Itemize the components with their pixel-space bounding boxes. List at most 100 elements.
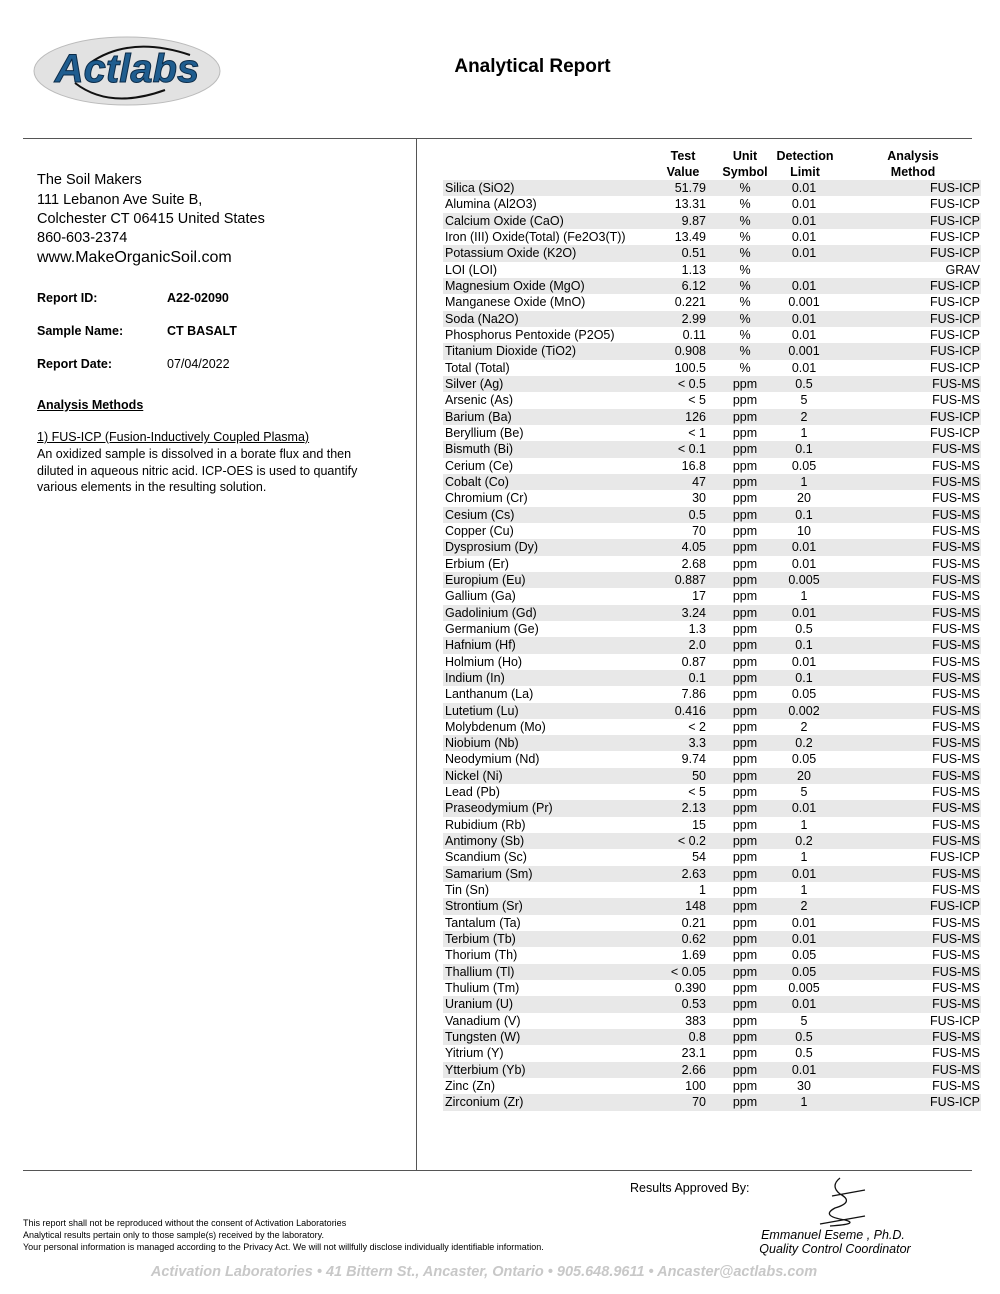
table-row: Zirconium (Zr) 70 ppm 1 FUS-ICP: [443, 1094, 981, 1111]
detection-limit: 0.1: [795, 442, 813, 457]
table-row: Magnesium Oxide (MgO) 6.12% 0.01 FUS-ICP: [443, 277, 981, 295]
unit-symbol: ppm: [732, 572, 758, 587]
test-value: 0.11: [682, 327, 706, 342]
test-value: 0.221: [674, 295, 706, 310]
table-row: Uranium (U) 0.53 ppm 0.01 FUS-MS: [443, 996, 981, 1013]
unit-symbol: %: [739, 311, 751, 326]
footer-address: Activation Laboratories • 41 Bittern St.…: [150, 1264, 818, 1280]
table-row: Molybdenum (Mo) < 2 ppm 2 FUS-MS: [443, 719, 981, 735]
analysis-method: FUS-MS: [932, 1079, 980, 1094]
detection-limit: 1: [800, 817, 808, 832]
analysis-method: FUS-ICP: [930, 344, 980, 359]
table-row: Neodymium (Nd) 9.74 ppm 0.05 FUS-MS: [443, 751, 981, 767]
detection-limit: 0.5: [795, 376, 813, 391]
analysis-method: FUS-MS: [932, 540, 980, 555]
detection-limit: 2: [800, 409, 808, 424]
test-value: 47: [692, 474, 706, 489]
analysis-method: FUS-MS: [932, 687, 980, 702]
unit-symbol: ppm: [732, 474, 758, 489]
table-row: Strontium (Sr) 148 ppm 2 FUS-ICP: [443, 898, 981, 915]
svg-text:Actlabs: Actlabs: [54, 47, 200, 91]
table-row: Vanadium (V) 383 ppm 5 FUS-ICP: [443, 1013, 981, 1029]
detection-limit: 0.002: [788, 703, 820, 718]
disclaimer-line: Analytical results pertain only to those…: [23, 1230, 324, 1240]
detection-limit: 1: [800, 883, 808, 898]
analyte-name: Terbium (Tb): [445, 932, 516, 947]
actlabs-logo: Actlabs: [33, 36, 221, 106]
analyte-name: Cerium (Ce): [445, 458, 514, 473]
test-value: 3.3: [688, 736, 706, 751]
test-value: 30: [692, 491, 706, 506]
unit-symbol: ppm: [732, 719, 758, 734]
table-row: Indium (In) 0.1 ppm 0.1 FUS-MS: [443, 669, 981, 687]
analysis-method: GRAV: [945, 262, 981, 277]
analyte-name: Zirconium (Zr): [445, 1095, 524, 1110]
detection-limit: 1: [800, 474, 808, 489]
report-date-label: Report Date:: [37, 357, 113, 371]
analyte-name: Total (Total): [445, 360, 510, 375]
unit-symbol: ppm: [732, 1013, 758, 1028]
analyte-name: Cesium (Cs): [445, 507, 515, 522]
detection-limit: 0.01: [791, 932, 817, 947]
analysis-method: FUS-MS: [932, 491, 980, 506]
unit-symbol: ppm: [732, 638, 758, 653]
unit-symbol: %: [739, 344, 751, 359]
detection-limit: 0.1: [795, 638, 813, 653]
detection-limit: 1: [800, 589, 808, 604]
test-value: 2.68: [681, 556, 706, 571]
analyte-name: Gadolinium (Gd): [445, 605, 537, 620]
detection-limit: 0.2: [795, 834, 813, 849]
analysis-method: FUS-ICP: [930, 295, 980, 310]
unit-symbol: ppm: [732, 1079, 758, 1094]
table-row: Tin (Sn) 1 ppm 1 FUS-MS: [443, 882, 981, 898]
unit-symbol: ppm: [732, 801, 758, 816]
detection-limit: 0.01: [791, 181, 817, 195]
test-value: 100.5: [674, 360, 706, 375]
unit-symbol: ppm: [732, 442, 758, 457]
test-value: < 5: [688, 393, 706, 408]
unit-symbol: %: [739, 262, 751, 277]
analysis-method: FUS-MS: [932, 654, 980, 669]
table-row: Praseodymium (Pr) 2.13 ppm 0.01 FUS-MS: [443, 800, 981, 817]
analysis-method: FUS-ICP: [930, 311, 980, 326]
test-value: 100: [685, 1079, 706, 1094]
report-id: A22-02090: [167, 291, 229, 305]
test-value: 4.05: [681, 540, 706, 555]
test-value: 0.390: [674, 981, 706, 996]
analysis-method: FUS-MS: [932, 801, 980, 816]
test-value: < 0.05: [670, 964, 706, 979]
detection-limit: 0.005: [788, 981, 820, 996]
analyte-name: Uranium (U): [445, 997, 514, 1012]
method-description: An oxidized sample is dissolved in a bor…: [37, 447, 358, 494]
approver-role: Quality Control Coordinator: [759, 1242, 911, 1256]
test-value: 23.1: [681, 1046, 706, 1061]
table-row: Copper (Cu) 70 ppm 10 FUS-MS: [443, 523, 981, 539]
test-value: 0.87: [681, 654, 706, 669]
analyte-name: Tin (Sn): [445, 883, 489, 898]
client-address-1: 111 Lebanon Ave Suite B,: [37, 192, 203, 208]
analyte-name: Indium (In): [445, 670, 505, 685]
test-value: 383: [685, 1013, 706, 1028]
analysis-method: FUS-MS: [932, 817, 980, 832]
analyte-name: Beryllium (Be): [445, 425, 524, 440]
report-date: 07/04/2022: [167, 357, 230, 371]
detection-limit: 0.01: [791, 801, 817, 816]
analysis-method: FUS-MS: [932, 948, 980, 963]
detection-limit: 0.01: [791, 246, 817, 261]
divider: [416, 139, 417, 1170]
detection-limit: 0.05: [791, 948, 817, 963]
analyte-name: Silver (Ag): [445, 376, 504, 391]
analysis-method: FUS-ICP: [930, 327, 980, 342]
table-row: Total (Total) 100.5% 0.01 FUS-ICP: [443, 360, 981, 376]
unit-symbol: ppm: [732, 393, 758, 408]
test-value: 0.21: [681, 915, 706, 930]
unit-symbol: ppm: [732, 703, 758, 718]
detection-limit: 20: [797, 768, 811, 783]
analysis-method: FUS-ICP: [930, 229, 980, 244]
analyte-name: Zinc (Zn): [445, 1079, 495, 1094]
unit-symbol: ppm: [732, 899, 758, 914]
analysis-method: FUS-MS: [932, 883, 980, 898]
table-row: Barium (Ba) 126 ppm 2 FUS-ICP: [443, 408, 981, 425]
detection-limit: 0.1: [795, 670, 813, 685]
unit-symbol: ppm: [732, 556, 758, 571]
